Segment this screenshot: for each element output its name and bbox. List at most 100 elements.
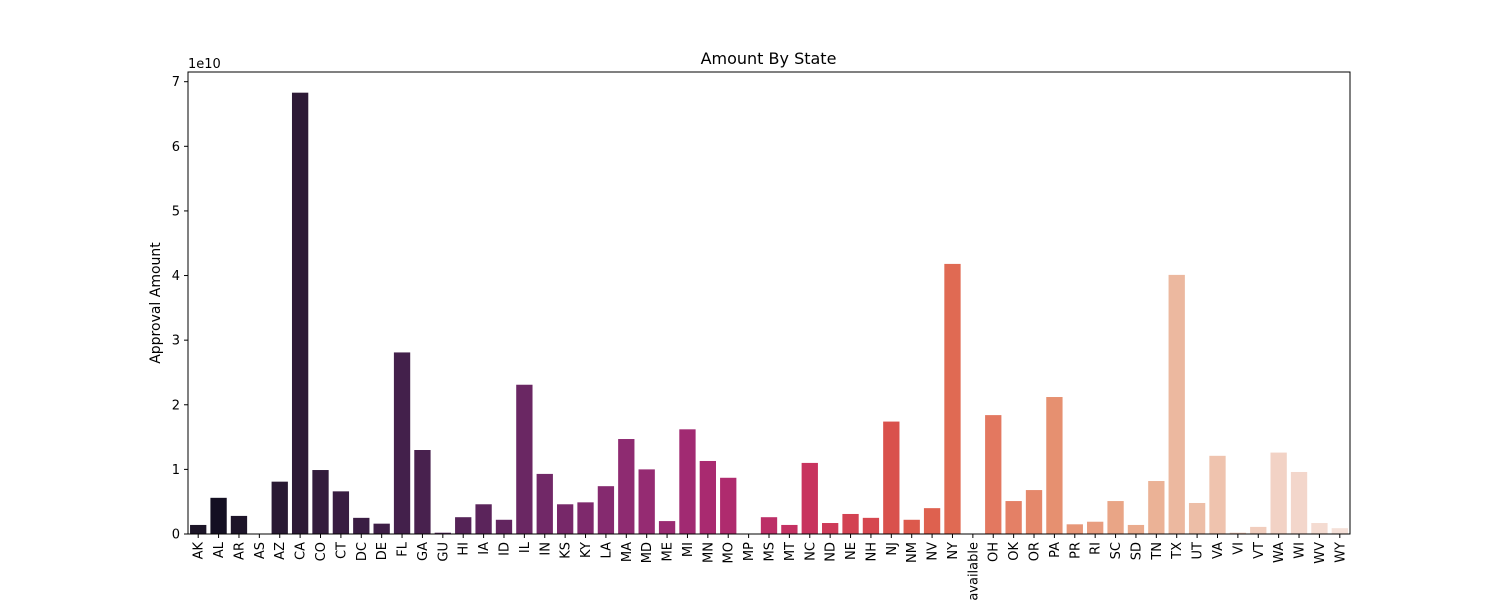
y-tick-label: 7: [172, 75, 180, 90]
x-tick-label: VA: [1211, 542, 1226, 559]
x-tick-label: NC: [803, 542, 818, 561]
bar-ga: [414, 450, 431, 534]
bar-ms: [760, 517, 778, 534]
x-tick-label: PR: [1068, 542, 1083, 559]
x-tick-label: TN: [1150, 542, 1165, 561]
bar-sd: [1127, 524, 1145, 534]
x-tick-label: AS: [253, 542, 268, 559]
bar-tn: [1148, 481, 1165, 534]
x-tick-label: MN: [701, 542, 716, 563]
x-tick-label: LA: [599, 542, 614, 559]
bar-wi: [1290, 471, 1308, 534]
bar-az: [271, 481, 288, 534]
x-tick-label: OK: [1007, 542, 1022, 561]
x-tick-label: MT: [783, 542, 798, 561]
y-tick-label: 1: [172, 463, 180, 478]
x-tick-label: KS: [559, 542, 574, 559]
x-tick-label: CO: [314, 542, 329, 561]
bar-nj: [883, 421, 900, 534]
x-tick-label: KY: [579, 542, 594, 558]
bars-group: [190, 92, 1348, 535]
x-tick-label: ID: [497, 542, 512, 556]
x-tick-label: SD: [1129, 542, 1144, 560]
bar-hi: [455, 517, 472, 534]
bar-co: [312, 470, 329, 534]
x-tick-label: Not available: [966, 542, 981, 600]
x-tick-label: DC: [355, 542, 370, 561]
bar-ak: [190, 524, 207, 534]
x-tick-label: HI: [457, 542, 472, 556]
x-tick-label: MP: [742, 542, 757, 561]
bar-or: [1025, 490, 1043, 534]
bar-ia: [475, 504, 492, 534]
y-tick-label: 2: [172, 398, 180, 413]
x-tick-label: NV: [926, 542, 941, 561]
bar-oh: [985, 415, 1002, 534]
x-tick-label: DE: [375, 542, 390, 560]
bar-nd: [822, 523, 839, 534]
bar-vt: [1250, 526, 1267, 534]
bar-ma: [618, 439, 635, 534]
bar-ri: [1087, 521, 1104, 534]
x-axis-ticks: AK AL AR AS AZ CA CO CT DC DE FL GA GU HI IA ID IL IN KS KY…: [192, 534, 1348, 600]
bar-pa: [1046, 397, 1063, 534]
x-tick-label: PA: [1048, 542, 1063, 558]
x-tick-label: AZ: [273, 542, 288, 560]
x-tick-label: CA: [294, 542, 309, 560]
plot-frame: [187, 71, 1351, 535]
y-axis-offset-label: 1e10: [188, 57, 221, 72]
bar-pr: [1066, 524, 1083, 534]
y-tick-label: 3: [172, 334, 180, 349]
x-tick-label: MD: [640, 542, 655, 563]
x-tick-label: AK: [192, 542, 207, 560]
bar-tx: [1168, 274, 1185, 534]
bar-ca: [291, 92, 309, 535]
x-tick-label: AR: [232, 542, 247, 560]
x-tick-label: VT: [1252, 542, 1267, 559]
x-tick-label: MO: [722, 542, 737, 563]
bar-al: [210, 497, 227, 534]
x-tick-label: WY: [1333, 542, 1348, 563]
bar-mi: [679, 429, 696, 534]
bar-me: [658, 521, 676, 534]
bar-la: [597, 486, 615, 534]
bar-id: [495, 519, 513, 534]
bar-nv: [923, 508, 941, 534]
x-tick-label: MA: [620, 542, 635, 562]
bar-mo: [720, 477, 737, 534]
bar-mn: [699, 460, 716, 534]
x-tick-label: IA: [477, 542, 492, 555]
y-tick-label: 0: [172, 528, 180, 543]
y-axis-label: Approval Amount: [148, 242, 164, 364]
x-tick-label: NE: [844, 542, 859, 560]
x-tick-label: OH: [987, 542, 1002, 562]
bar-ok: [1005, 501, 1022, 534]
bar-ne: [842, 513, 859, 534]
bar-fl: [393, 352, 411, 534]
bar-nc: [801, 462, 818, 534]
y-tick-label: 4: [172, 269, 180, 284]
x-tick-label: NH: [864, 542, 879, 562]
x-tick-label: WI: [1293, 542, 1308, 559]
bar-nh: [862, 517, 880, 534]
x-tick-label: WV: [1313, 542, 1328, 564]
x-tick-label: SC: [1109, 542, 1124, 559]
bar-ct: [332, 491, 350, 534]
bar-wv: [1311, 523, 1328, 534]
x-tick-label: NJ: [885, 542, 900, 556]
bar-ky: [577, 502, 594, 534]
x-tick-label: FL: [396, 541, 411, 556]
bar-in: [536, 473, 553, 534]
x-tick-label: NY: [946, 542, 961, 560]
y-tick-label: 6: [172, 140, 180, 155]
x-tick-label: CT: [334, 542, 349, 559]
x-tick-label: MS: [763, 542, 778, 561]
x-tick-label: RI: [1089, 542, 1104, 555]
bar-sc: [1107, 501, 1124, 534]
y-tick-label: 5: [172, 204, 180, 219]
y-axis-ticks: 0 1 2 3 4 5 6 7: [172, 75, 188, 543]
bar-de: [373, 523, 390, 534]
bar-nm: [903, 519, 920, 534]
bar-mt: [781, 524, 798, 534]
chart-title: Amount By State: [701, 49, 837, 68]
